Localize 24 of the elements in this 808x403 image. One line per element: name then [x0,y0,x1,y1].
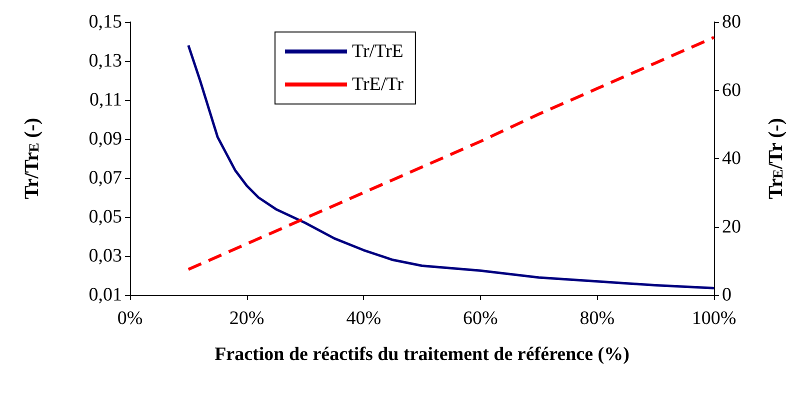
y-tick-label: 0,03 [88,246,122,266]
y-tick-label: 0,05 [88,206,122,228]
y2-tick-label: 0 [722,284,732,306]
x-tick-label: 20% [229,308,264,329]
y-tick-label: 0,09 [88,128,122,150]
y-tick-label: 0,01 [88,284,122,306]
y2-tick-label: 40 [722,148,741,169]
y-tick-label: 0,11 [89,90,122,110]
y2-tick-label: 80 [722,12,741,32]
y2-axis-title: TrE/Tr (-) [765,118,787,200]
legend-label: TrE/Tr [352,74,404,95]
y-axis-title: Tr/TrE (-) [21,118,43,200]
y-tick-label: 0,07 [88,168,122,188]
x-tick-label: 80% [580,308,615,329]
y2-tick-label: 60 [722,80,741,101]
x-axis-title: Fraction de réactifs du traitement de référence (%) [214,344,630,365]
x-tick-label: 40% [346,308,382,329]
legend-label: Tr/TrE [352,41,404,62]
x-tick-label: 0% [117,308,143,329]
x-tick-label: 60% [462,308,498,329]
y2-tick-label: 20 [722,216,741,238]
x-tick-label: 100% [692,308,736,329]
y-tick-label: 0,15 [88,12,122,32]
y-tick-label: 0,13 [88,50,122,72]
